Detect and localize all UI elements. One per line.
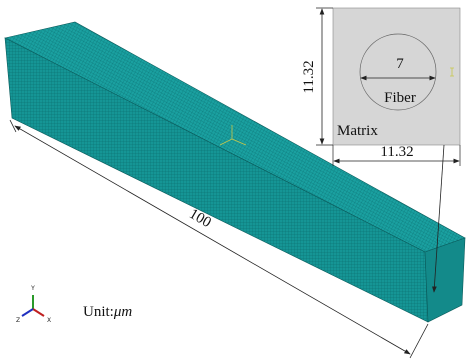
extension-line: [410, 324, 428, 358]
unit-symbol: μm: [113, 304, 133, 320]
z-label: Z: [16, 317, 20, 324]
extension-line: [316, 8, 333, 145]
width-label: 11.32: [380, 144, 413, 160]
fiber-label: Fiber: [384, 90, 416, 106]
x-label: X: [47, 317, 51, 324]
beam-end: [425, 238, 465, 322]
unit-label: Unit:μm: [83, 304, 132, 320]
diameter-label: 7: [396, 56, 404, 72]
unit-prefix: Unit:: [83, 304, 114, 320]
matrix-label: Matrix: [337, 123, 378, 139]
diagram: 100 7 Fiber Matrix 11.32 11.32 Y Z X Uni…: [0, 0, 468, 363]
x-axis: [33, 309, 44, 316]
y-label: Y: [30, 285, 35, 292]
height-label: 11.32: [301, 60, 317, 93]
z-axis: [22, 309, 33, 316]
